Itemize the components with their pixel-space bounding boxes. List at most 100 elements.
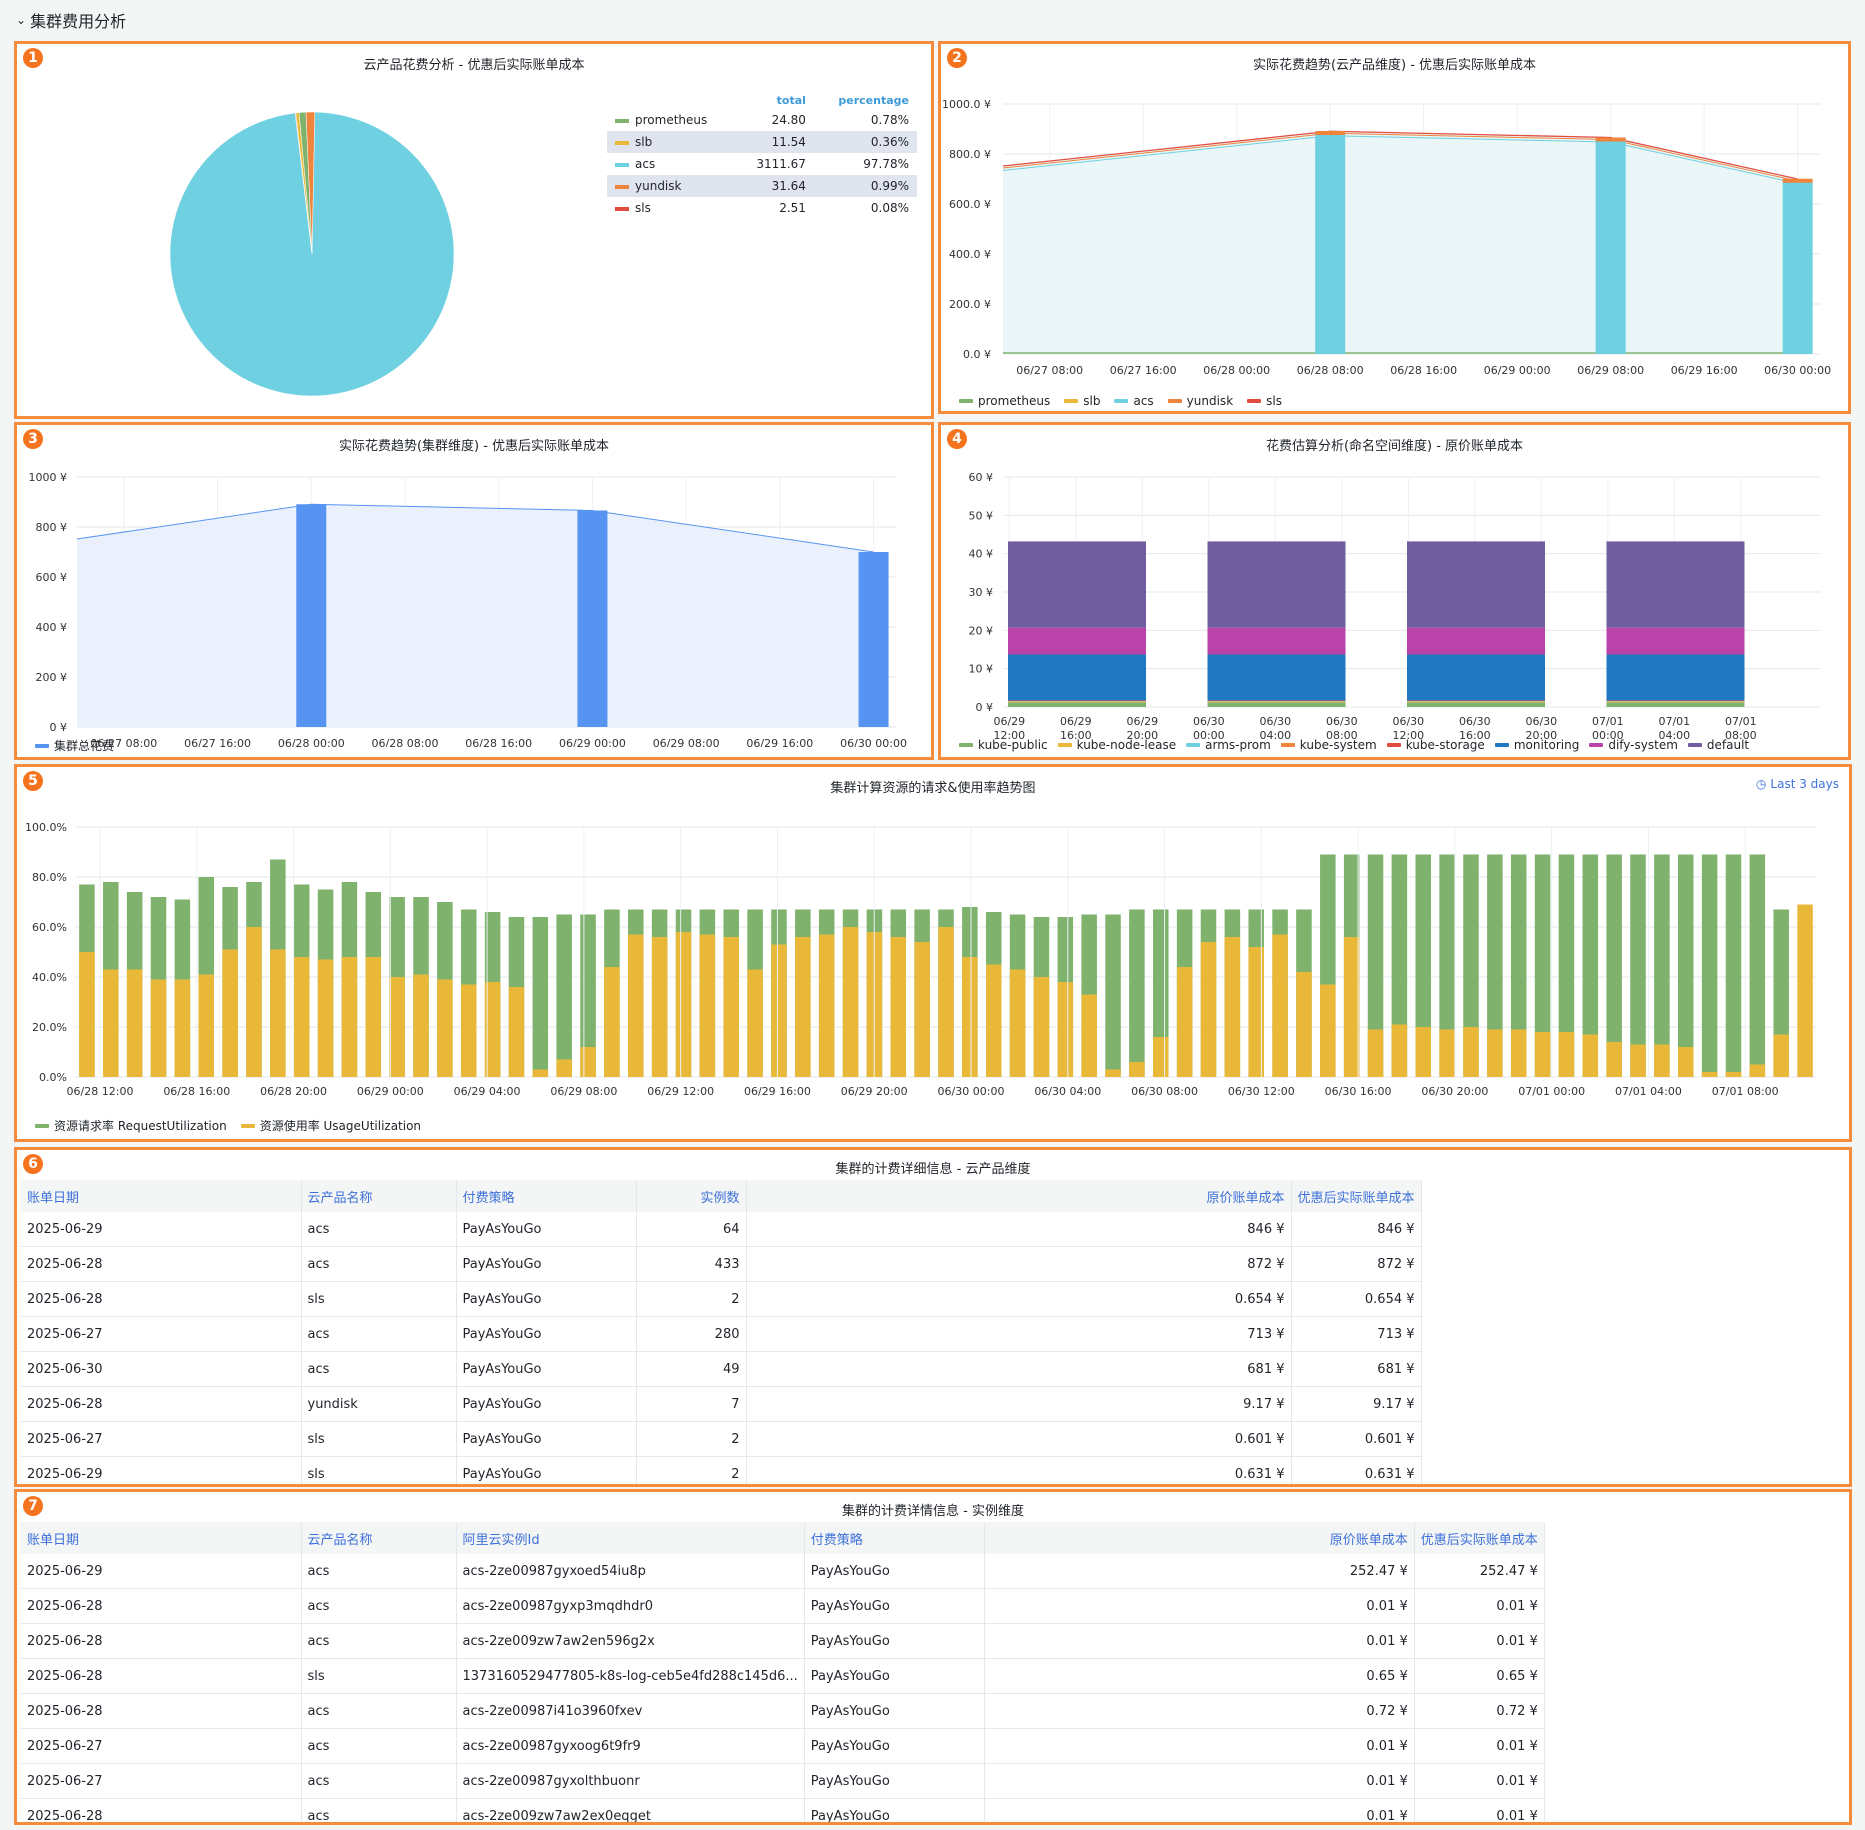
panel-title[interactable]: 云产品花费分析 - 优惠后实际账单成本 [363, 58, 585, 73]
cluster-trend-chart[interactable]: 0 ¥ 200 ¥ 400 ¥ 600 ¥ 800 ¥ 1000 ¥ 06/27 08:00… [17, 447, 931, 747]
panel-title[interactable]: 集群的计费详细信息 - 云产品维度 [835, 1162, 1031, 1177]
legend-item[interactable]: 资源使用率 UsageUtilization [240, 1117, 421, 1134]
column-header[interactable]: 付费策略 [456, 1180, 637, 1212]
table-row[interactable]: 2025-06-28 sls 1373160529477805-k8s-log-ce… [21, 1658, 1545, 1694]
chevron-down-icon[interactable]: ⌄ [16, 13, 27, 27]
utilization-chart[interactable]: 0.0% 20.0% 40.0% 60.0% 80.0% 100.0% 06/28 12:0… [17, 787, 1849, 1117]
legend-item[interactable]: acs [1114, 394, 1154, 408]
bar-segment-arms-prom [1407, 701, 1545, 702]
legend-item[interactable]: kube-system [1280, 738, 1377, 752]
row-header[interactable]: ⌄ 集群费用分析 [16, 8, 126, 32]
column-header[interactable]: 阿里云实例Id [456, 1522, 805, 1554]
legend-item[interactable]: kube-storage [1386, 738, 1485, 752]
product-trend-chart[interactable]: 0.0 ¥ 200.0 ¥ 400.0 ¥ 600.0 ¥ 800.0 ¥ 1000.0 … [941, 74, 1848, 404]
column-header[interactable]: 优惠后实际账单成本 [1414, 1522, 1545, 1554]
table-row[interactable]: 2025-06-27 acs acs-2ze00987gyxolthbuonr Pay… [21, 1763, 1545, 1799]
table-row[interactable]: 2025-06-30 acs PayAsYouGo 49 681 ¥681 ¥ [21, 1351, 1422, 1387]
bar-segment-kube-system [1407, 700, 1545, 702]
legend-label: yundisk [635, 179, 682, 193]
legend-item[interactable]: kube-public [959, 738, 1048, 752]
y-tick-label: 50 ¥ [969, 509, 994, 522]
panel-title[interactable]: 实际花费趋势(集群维度) - 优惠后实际账单成本 [338, 439, 610, 454]
column-header[interactable]: 云产品名称 [301, 1522, 457, 1554]
bar-usage-utilization [293, 957, 310, 1077]
x-tick-label: 20:00 [1126, 729, 1158, 742]
legend-item[interactable]: prometheus [959, 394, 1050, 408]
table-cell: acs [301, 1798, 457, 1822]
column-header[interactable]: 实例数 [636, 1180, 747, 1212]
table-cell: PayAsYouGo [804, 1658, 985, 1694]
legend-header-percentage[interactable]: percentage [838, 94, 909, 107]
legend-item[interactable]: kube-node-lease [1057, 738, 1176, 752]
table-cell: 2025-06-27 [21, 1763, 302, 1799]
x-tick-label: 04:00 [1259, 729, 1291, 742]
table-row[interactable]: 2025-06-29 sls PayAsYouGo 2 0.631 ¥0.631 ¥ [21, 1456, 1422, 1484]
table-cell: 0.72 ¥ [984, 1693, 1415, 1729]
legend-item[interactable]: 集群总花费 [35, 737, 114, 754]
table-cell: 2025-06-27 [21, 1728, 302, 1764]
table-row[interactable]: 2025-06-28 yundisk PayAsYouGo 7 9.17 ¥9.17 ¥ [21, 1386, 1422, 1422]
series-line [76, 503, 874, 553]
bar-request-utilization [1510, 854, 1527, 1077]
column-header[interactable]: 账单日期 [21, 1522, 302, 1554]
legend-item[interactable]: arms-prom [1186, 738, 1271, 752]
bar-segment-arms-prom [1207, 701, 1346, 702]
bar-segment-kube-storage [1207, 700, 1346, 701]
legend-item[interactable]: dify-system [1589, 738, 1678, 752]
column-header[interactable]: 原价账单成本 [984, 1522, 1415, 1554]
table-row[interactable]: 2025-06-28 sls PayAsYouGo 2 0.654 ¥0.654 ¥ [21, 1281, 1422, 1317]
table-row[interactable]: 2025-06-29 acs acs-2ze00987gyxoed54iu8p Pay… [21, 1554, 1545, 1589]
y-tick-label: 20.0% [32, 1021, 67, 1034]
namespace-cost-chart[interactable]: 0 ¥10 ¥20 ¥30 ¥40 ¥50 ¥60 ¥06/2912:0006/… [941, 447, 1848, 757]
x-tick-label: 16:00 [1060, 729, 1092, 742]
legend-row[interactable]: yundisk 31.64 0.99% [607, 175, 917, 197]
panel-instance-table: 7 集群的计费详情信息 - 实例维度 账单日期 云产品名称 阿里云实例Id 付费策略原… [14, 1489, 1852, 1825]
x-tick-label: 06/30 20:00 [1421, 1085, 1488, 1098]
pie-chart[interactable] [142, 84, 482, 419]
bar-usage-utilization [795, 937, 811, 1077]
table-cell: 0.65 ¥ [1414, 1658, 1545, 1694]
table-row[interactable]: 2025-06-28 acs acs-2ze009zw7aw2ex0eqget Pay… [21, 1798, 1545, 1822]
legend-item[interactable]: default [1687, 738, 1749, 752]
legend-row[interactable]: prometheus 24.80 0.78% [607, 109, 917, 131]
bar-usage-utilization [1797, 904, 1813, 1077]
x-tick-label: 12:00 [1392, 729, 1424, 742]
legend-item[interactable]: sls [1247, 394, 1282, 408]
bar-usage-utilization [1009, 969, 1026, 1077]
column-header[interactable]: 付费策略 [804, 1522, 985, 1554]
table-row[interactable]: 2025-06-27 acs acs-2ze00987gyxoog6t9fr9 Pay… [21, 1728, 1545, 1764]
panel-title[interactable]: 花费估算分析(命名空间维度) - 原价账单成本 [1265, 439, 1524, 454]
column-header[interactable]: 账单日期 [21, 1180, 302, 1212]
table-cell: acs-2ze009zw7aw2en596g2x [456, 1623, 805, 1659]
panel-title[interactable]: 集群的计费详情信息 - 实例维度 [842, 1504, 1024, 1519]
legend-item[interactable]: monitoring [1494, 738, 1579, 752]
table-row[interactable]: 2025-06-28 acs PayAsYouGo 433 872 ¥872 ¥ [21, 1246, 1422, 1282]
table-row[interactable]: 2025-06-29 acs PayAsYouGo 64 846 ¥846 ¥ [21, 1212, 1422, 1247]
legend-row[interactable]: slb 11.54 0.36% [607, 131, 917, 153]
table-row[interactable]: 2025-06-27 sls PayAsYouGo 2 0.601 ¥0.601 ¥ [21, 1421, 1422, 1457]
legend-item[interactable]: yundisk [1167, 394, 1233, 408]
table-cell: PayAsYouGo [804, 1798, 985, 1822]
series-line-acs [1002, 135, 1798, 184]
bar-request-utilization [1654, 854, 1670, 1077]
panel-product-trend: 2 实际花费趋势(云产品维度) - 优惠后实际账单成本 0.0 ¥ 200.0 ¥… [938, 41, 1851, 414]
table-row[interactable]: 2025-06-28 acs acs-2ze00987gyxp3mqdhdr0 Pay… [21, 1588, 1545, 1624]
legend-row[interactable]: acs 3111.67 97.78% [607, 153, 917, 175]
column-header[interactable]: 优惠后实际账单成本 [1291, 1180, 1422, 1212]
time-range-badge[interactable]: ◷ Last 3 days [1756, 777, 1839, 791]
panel-title[interactable]: 实际花费趋势(云产品维度) - 优惠后实际账单成本 [1252, 58, 1537, 73]
legend-item[interactable]: slb [1064, 394, 1100, 408]
table-cell: 2025-06-28 [21, 1588, 302, 1624]
legend-item[interactable]: 资源请求率 RequestUtilization [35, 1117, 227, 1134]
bar-usage-utilization [1248, 947, 1264, 1077]
legend-header-total[interactable]: total [776, 94, 806, 107]
table-row[interactable]: 2025-06-28 acs acs-2ze00987i41o3960fxev Pay… [21, 1693, 1545, 1729]
legend-series: acs [607, 153, 736, 175]
table-row[interactable]: 2025-06-27 acs PayAsYouGo 280 713 ¥713 ¥ [21, 1316, 1422, 1352]
column-header[interactable]: 原价账单成本 [746, 1180, 1292, 1212]
table-row[interactable]: 2025-06-28 acs acs-2ze009zw7aw2en596g2x Pay… [21, 1623, 1545, 1659]
column-header[interactable]: 云产品名称 [301, 1180, 457, 1212]
legend-row[interactable]: sls 2.51 0.08% [607, 197, 917, 219]
bar-usage-utilization [222, 949, 238, 1077]
panel-title[interactable]: 集群计算资源的请求&使用率趋势图 [830, 781, 1036, 796]
